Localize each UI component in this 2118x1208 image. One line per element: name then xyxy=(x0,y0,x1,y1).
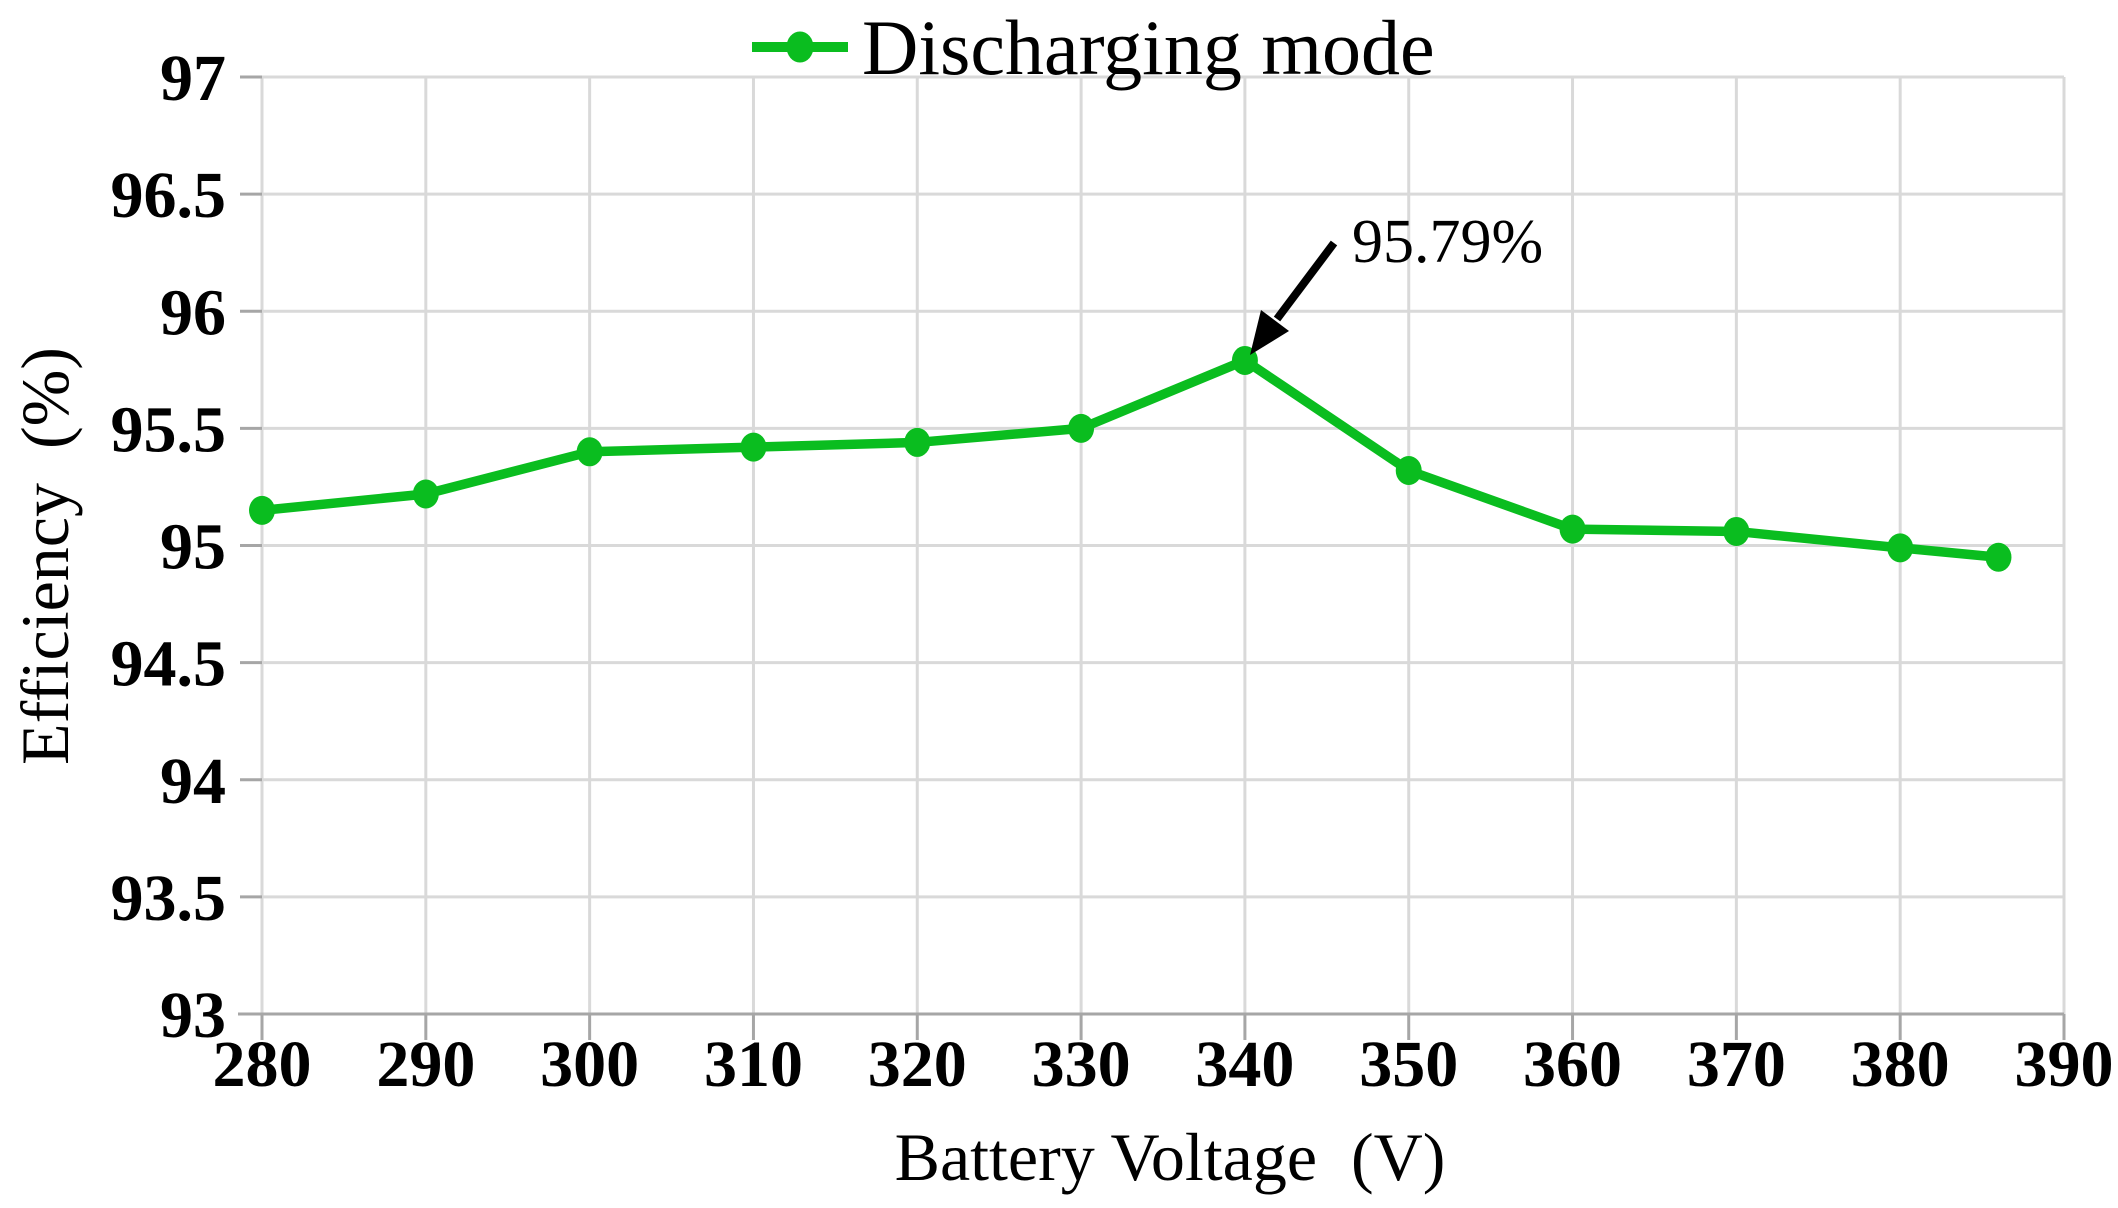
data-point-marker xyxy=(904,427,931,457)
y-tick-label: 94.5 xyxy=(111,628,227,701)
x-tick-label: 290 xyxy=(376,1028,475,1101)
y-axis-title: Efficiency (%) xyxy=(7,347,83,765)
annotation-text: 95.79% xyxy=(1352,208,1543,276)
x-tick-label: 370 xyxy=(1687,1028,1786,1101)
x-tick-label: 360 xyxy=(1523,1028,1622,1101)
y-tick-label: 95 xyxy=(160,511,226,584)
data-point-marker xyxy=(740,432,767,462)
x-tick-label: 280 xyxy=(213,1028,312,1101)
y-tick-label: 95.5 xyxy=(111,393,227,466)
x-tick-label: 330 xyxy=(1032,1028,1131,1101)
discharging-mode-series xyxy=(249,345,2012,572)
x-tick-label: 380 xyxy=(1851,1028,1950,1101)
annotation-arrow-shaft xyxy=(1273,240,1338,322)
legend: Discharging mode xyxy=(752,4,1435,91)
data-point-marker xyxy=(1887,533,1914,563)
x-tick-label: 300 xyxy=(540,1028,639,1101)
data-point-marker xyxy=(249,495,275,525)
y-tick-label: 96 xyxy=(160,276,226,349)
y-tick-label: 96.5 xyxy=(111,159,227,232)
y-tick-label: 93 xyxy=(160,979,226,1052)
y-tick-label: 94 xyxy=(160,745,226,818)
x-axis-title: Battery Voltage (V) xyxy=(895,1119,1446,1195)
annotation-arrowhead-icon xyxy=(1250,310,1289,355)
x-tick-label: 350 xyxy=(1359,1028,1458,1101)
peak-annotation: 95.79% xyxy=(1250,208,1543,355)
y-tick-label: 97 xyxy=(160,42,226,115)
legend-circle-marker-icon xyxy=(786,31,814,63)
data-point-marker xyxy=(1985,542,2012,572)
x-tick-label: 320 xyxy=(868,1028,967,1101)
legend-label: Discharging mode xyxy=(862,4,1435,91)
x-tick-label: 340 xyxy=(1195,1028,1294,1101)
x-tick-label: 310 xyxy=(704,1028,803,1101)
data-point-marker xyxy=(1068,413,1095,443)
data-point-markers xyxy=(249,345,2012,572)
x-tick-labels: 280 290 300 310 320 330 340 350 360 370 380 390 xyxy=(213,1028,2114,1101)
y-tick-label: 93.5 xyxy=(111,862,227,935)
gridlines xyxy=(260,75,2066,1016)
data-point-marker xyxy=(1559,514,1586,544)
data-point-marker xyxy=(1723,516,1750,546)
efficiency-line xyxy=(257,355,2004,562)
data-point-marker xyxy=(576,437,603,467)
y-tick-labels: 93 93.5 94 94.5 95 95.5 96 96.5 97 xyxy=(111,42,227,1052)
data-point-marker xyxy=(412,479,439,509)
x-tick-label: 390 xyxy=(2015,1028,2114,1101)
data-point-marker xyxy=(1395,456,1422,486)
